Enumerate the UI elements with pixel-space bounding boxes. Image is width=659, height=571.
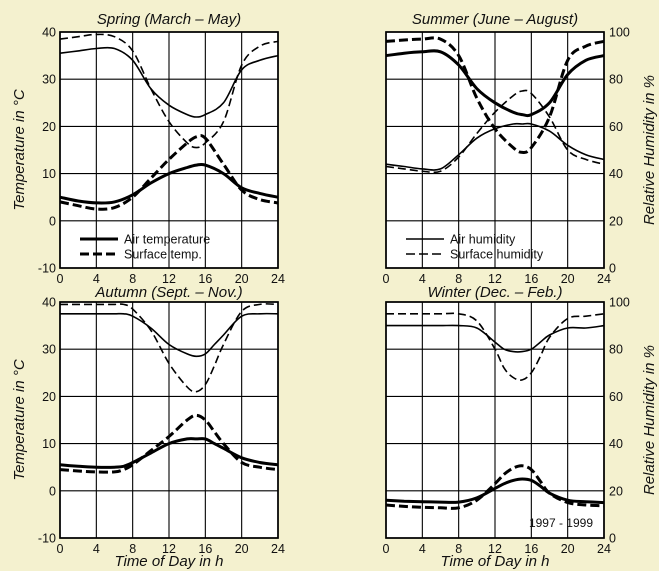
period-note: 1997 - 1999 — [529, 516, 593, 530]
x-tick-label: 20 — [235, 542, 249, 556]
x-tick-label: 0 — [383, 542, 390, 556]
series-line-air-humidity — [385, 324, 605, 353]
legend-temperature: Air temperature Surface temp. — [80, 233, 210, 262]
panel-frame-summer-border — [385, 31, 605, 269]
x-tick-label: 12 — [162, 272, 176, 286]
series-line-air-humidity — [60, 312, 279, 358]
y-tick-label-temperature: 0 — [49, 214, 56, 228]
x-axis-title-left: Time of Day in h — [114, 553, 223, 570]
legend-label-air-temperature: Air temperature — [124, 233, 210, 247]
series-line-surface-humidity — [386, 312, 605, 381]
y-tick-label-humidity: 80 — [609, 73, 623, 87]
x-tick-label: 12 — [488, 542, 502, 556]
y-tick-label-humidity: 60 — [609, 390, 623, 404]
y-axis-title-humidity-bottom: Relative Humidity in % — [641, 345, 658, 495]
y-tick-label-temperature: 30 — [42, 343, 56, 357]
panel-title-spring: Spring (March – May) — [97, 11, 241, 28]
y-tick-label-humidity: 0 — [609, 532, 616, 546]
panel-frame-winter-border — [385, 301, 605, 539]
y-tick-label-humidity: 20 — [609, 484, 623, 498]
y-tick-label-temperature: 10 — [42, 437, 56, 451]
y-tick-label-humidity: 20 — [609, 214, 623, 228]
x-tick-label: 20 — [235, 272, 249, 286]
y-tick-label-humidity: 40 — [609, 437, 623, 451]
x-tick-label: 8 — [455, 542, 462, 556]
y-tick-label-temperature: -10 — [38, 262, 56, 276]
x-tick-label: 0 — [57, 272, 64, 286]
series-line-surface-humidity — [59, 33, 279, 149]
y-tick-label-temperature: 30 — [42, 73, 56, 87]
series-line-air-temperature — [385, 49, 605, 118]
series-line-surface-humidity — [385, 89, 605, 174]
series-line-air-humidity — [385, 122, 605, 171]
x-tick-label: 8 — [129, 542, 136, 556]
y-tick-label-humidity: 60 — [609, 120, 623, 134]
x-tick-label: 12 — [488, 272, 502, 286]
x-tick-label: 24 — [271, 542, 285, 556]
x-tick-label: 8 — [129, 272, 136, 286]
x-tick-label: 20 — [561, 542, 575, 556]
y-tick-label-temperature: 20 — [42, 120, 56, 134]
legend-humidity: Air humidity Surface humidity — [406, 233, 544, 262]
y-tick-label-temperature: -10 — [38, 532, 56, 546]
y-tick-label-temperature: 40 — [42, 296, 56, 310]
x-axis-title-right: Time of Day in h — [440, 553, 549, 570]
y-tick-label-temperature: 0 — [49, 484, 56, 498]
panel-title-winter: Winter (Dec. – Feb.) — [428, 284, 563, 301]
y-axis-title-temperature-top: Temperature in °C — [11, 89, 28, 211]
series-line-surface-temp — [385, 36, 605, 154]
panel-title-summer: Summer (June – August) — [412, 11, 578, 28]
series-line-surface-humidity — [59, 303, 279, 393]
x-tick-label: 0 — [383, 272, 390, 286]
x-tick-label: 24 — [597, 272, 611, 286]
y-tick-label-humidity: 0 — [609, 262, 616, 276]
x-tick-label: 12 — [162, 542, 176, 556]
y-tick-label-humidity: 100 — [609, 296, 630, 310]
x-tick-label: 4 — [419, 272, 426, 286]
legend-label-surface-temp: Surface temp. — [124, 248, 202, 262]
panel-frame-spring-border — [59, 31, 279, 269]
y-axis-title-temperature-bottom: Temperature in °C — [11, 359, 28, 481]
x-tick-label: 8 — [455, 272, 462, 286]
y-axis-title-humidity-top: Relative Humidity in % — [641, 75, 658, 225]
y-tick-label-temperature: 10 — [42, 167, 56, 181]
x-tick-label: 24 — [271, 272, 285, 286]
panel-frame-autumn-border — [59, 301, 279, 539]
legend-label-air-humidity: Air humidity — [450, 233, 516, 247]
y-tick-label-humidity: 40 — [609, 167, 623, 181]
x-tick-label: 20 — [561, 272, 575, 286]
x-tick-label: 16 — [524, 542, 538, 556]
x-tick-label: 16 — [524, 272, 538, 286]
x-tick-label: 24 — [597, 542, 611, 556]
series-line-air-humidity — [59, 46, 279, 118]
series-line-surface-temp — [59, 133, 279, 211]
x-tick-label: 16 — [198, 542, 212, 556]
y-tick-label-temperature: 20 — [42, 390, 56, 404]
series-line-surface-temp — [59, 413, 279, 474]
x-tick-label: 16 — [198, 272, 212, 286]
y-tick-label-humidity: 100 — [609, 26, 630, 40]
panel-title-autumn: Autumn (Sept. – Nov.) — [94, 284, 242, 301]
x-tick-label: 4 — [93, 542, 100, 556]
x-tick-label: 0 — [57, 542, 64, 556]
x-tick-label: 4 — [419, 542, 426, 556]
y-tick-label-temperature: 40 — [42, 26, 56, 40]
legend-label-surface-humidity: Surface humidity — [450, 248, 544, 262]
x-tick-label: 4 — [93, 272, 100, 286]
y-tick-label-humidity: 80 — [609, 343, 623, 357]
series-line-surface-temp — [385, 464, 605, 510]
